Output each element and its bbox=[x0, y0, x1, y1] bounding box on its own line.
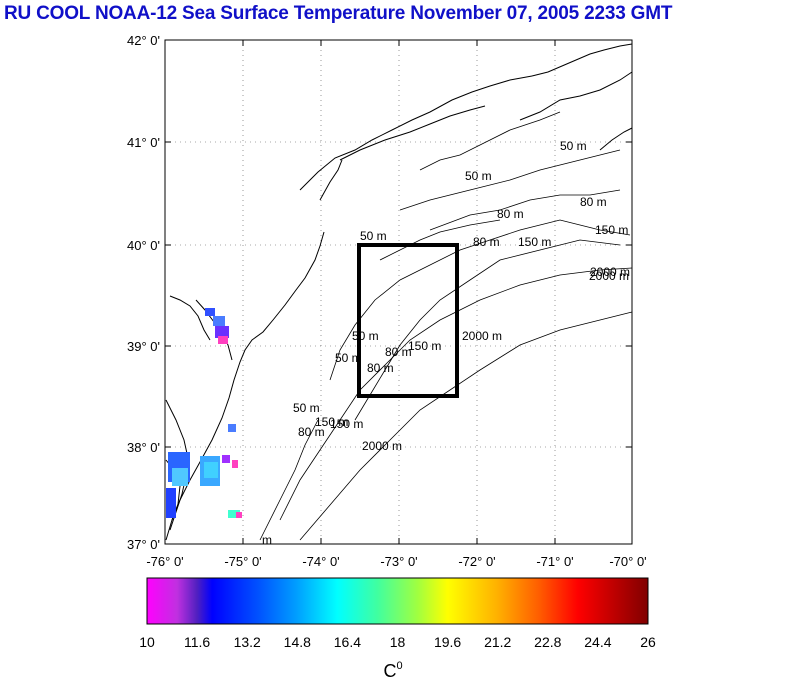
lon-label: -71° 0' bbox=[536, 554, 573, 569]
contour-label: m bbox=[262, 533, 272, 547]
isobaths bbox=[259, 111, 633, 541]
contour-label: 150 m bbox=[518, 235, 551, 249]
lat-label: 37° 0' bbox=[127, 537, 160, 552]
colorbar-tick-label: 22.8 bbox=[534, 634, 561, 650]
contour-label: 80 m bbox=[385, 345, 412, 359]
contour-label: 80 m bbox=[497, 207, 524, 221]
lon-label: -74° 0' bbox=[302, 554, 339, 569]
map-title: RU COOL NOAA-12 Sea Surface Temperature … bbox=[4, 3, 673, 24]
contour-label: 50 m bbox=[465, 169, 492, 183]
colorbar-tick-label: 26 bbox=[640, 634, 656, 650]
lon-label: -72° 0' bbox=[458, 554, 495, 569]
colorbar-tick-label: 11.6 bbox=[184, 634, 210, 650]
graticule bbox=[165, 40, 632, 544]
contour-label: 80 m bbox=[473, 235, 500, 249]
colorbar-tick-label: 13.2 bbox=[234, 634, 261, 650]
contour-label: 50 m bbox=[560, 139, 587, 153]
contour-label: 150 m bbox=[315, 415, 348, 429]
contour-label: 50 m bbox=[293, 401, 320, 415]
contour-label: 2000 m bbox=[462, 329, 502, 343]
colorbar-tick-label: 24.4 bbox=[584, 634, 611, 650]
colorbar-tick-label: 16.4 bbox=[334, 634, 361, 650]
contour-label: 2000 m bbox=[590, 265, 630, 279]
contour-label: 50 m bbox=[360, 229, 387, 243]
colorbar bbox=[146, 577, 649, 625]
sst-patches bbox=[166, 308, 242, 518]
lat-label: 40° 0' bbox=[127, 238, 160, 253]
contour-label: 150 m bbox=[408, 339, 441, 353]
contour-label: 80 m bbox=[580, 195, 607, 209]
contour-label: 2000 m bbox=[589, 269, 629, 283]
axis-ticks bbox=[164, 39, 633, 545]
longitude-labels: -76° 0' -75° 0' -74° 0' -73° 0' -72° 0' … bbox=[146, 554, 646, 569]
lon-label: -75° 0' bbox=[224, 554, 261, 569]
latitude-labels: 42° 0' 41° 0' 40° 0' 39° 0' 38° 0' 37° 0… bbox=[127, 33, 160, 552]
lat-label: 38° 0' bbox=[127, 440, 160, 455]
isobath-labels: 50 m 80 m 50 m 80 m 150 m 2000 m 50 m 80… bbox=[262, 139, 630, 547]
map-frame bbox=[164, 39, 633, 545]
lon-label: -76° 0' bbox=[146, 554, 183, 569]
contour-label: 150 m bbox=[330, 417, 363, 431]
study-area-box bbox=[357, 243, 459, 398]
contour-label: 80 m bbox=[298, 425, 325, 439]
colorbar-tick-label: 14.8 bbox=[284, 634, 311, 650]
colorbar-tick-label: 18 bbox=[390, 634, 406, 650]
colorbar-tick-label: 21.2 bbox=[484, 634, 511, 650]
contour-label: 50 m bbox=[352, 329, 379, 343]
lat-label: 39° 0' bbox=[127, 339, 160, 354]
lon-label: -73° 0' bbox=[380, 554, 417, 569]
contour-label: 50 m bbox=[335, 351, 362, 365]
lat-label: 42° 0' bbox=[127, 33, 160, 48]
colorbar-tick-label: 10 bbox=[139, 634, 155, 650]
colorbar-tick-label: 19.6 bbox=[434, 634, 461, 650]
lat-label: 41° 0' bbox=[127, 135, 160, 150]
lon-label: -70° 0' bbox=[609, 554, 646, 569]
contour-label: 80 m bbox=[367, 361, 394, 375]
colorbar-unit-label: C0 bbox=[383, 660, 402, 680]
contour-label: 2000 m bbox=[362, 439, 402, 453]
contour-label: 150 m bbox=[595, 223, 628, 237]
colorbar-tick-labels: 10 11.6 13.2 14.8 16.4 18 19.6 21.2 22.8 24.4 26 bbox=[139, 634, 656, 650]
